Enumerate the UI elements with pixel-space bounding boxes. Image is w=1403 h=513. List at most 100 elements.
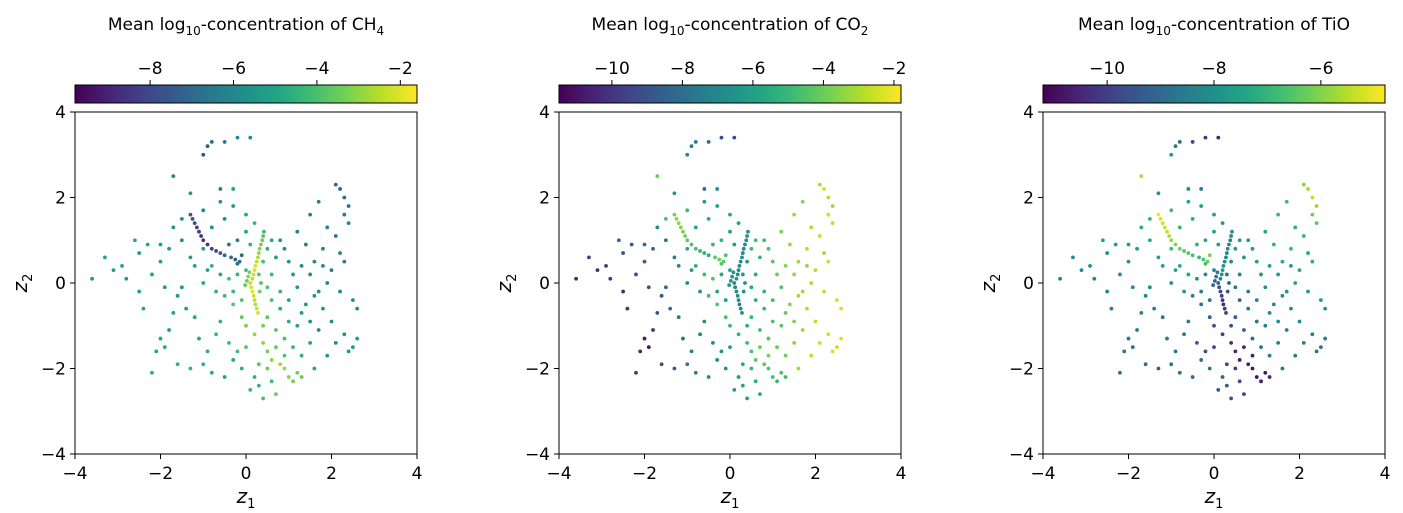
data-point	[738, 259, 743, 264]
data-point	[702, 199, 707, 204]
data-point	[1242, 328, 1246, 332]
data-point	[269, 272, 274, 277]
data-point	[231, 187, 236, 191]
data-point	[222, 253, 227, 258]
data-point	[278, 306, 283, 311]
data-point	[834, 298, 839, 302]
data-point	[209, 140, 214, 144]
data-point	[1310, 259, 1315, 264]
panel-1: Mean log10-concentration of CH4 −8 −6 −4 −2 −…	[8, 15, 422, 512]
data-point	[1197, 255, 1201, 260]
data-point	[1079, 268, 1084, 273]
data-point	[655, 225, 660, 230]
data-point	[693, 264, 698, 268]
data-point	[295, 285, 300, 290]
data-point	[1165, 229, 1169, 234]
data-point	[1216, 281, 1221, 285]
data-point	[167, 328, 171, 332]
data-point	[792, 212, 797, 217]
data-point	[261, 323, 265, 328]
data-point	[1237, 298, 1242, 302]
data-point	[693, 246, 698, 251]
data-point	[672, 255, 677, 260]
data-point	[192, 264, 197, 268]
data-point	[1160, 264, 1165, 268]
data-point	[1224, 383, 1229, 388]
data-point	[286, 259, 291, 264]
data-point	[312, 293, 317, 298]
data-point	[1220, 298, 1225, 302]
data-point	[698, 332, 702, 337]
data-point	[1113, 242, 1118, 247]
y-tick-label: 0	[55, 274, 66, 294]
data-point	[642, 336, 647, 341]
data-point	[355, 306, 360, 311]
data-point	[728, 268, 732, 273]
data-point	[1297, 268, 1302, 273]
y-tick-label: 4	[539, 103, 550, 123]
data-point	[737, 302, 742, 307]
data-point	[1177, 370, 1182, 375]
data-point	[736, 268, 741, 273]
data-point	[1314, 221, 1319, 226]
data-point	[260, 238, 265, 243]
data-point	[218, 251, 223, 255]
data-point	[706, 293, 711, 298]
data-point	[1306, 289, 1310, 294]
data-point	[261, 234, 265, 238]
data-point	[629, 242, 634, 247]
data-point	[346, 349, 351, 354]
data-point	[775, 272, 779, 277]
data-point	[333, 182, 338, 187]
data-point	[1233, 285, 1238, 290]
data-point	[1233, 349, 1238, 354]
data-point	[252, 332, 257, 337]
data-point	[252, 375, 257, 379]
data-point	[1203, 349, 1208, 354]
colorbar-tick-label: −8	[138, 59, 163, 79]
data-point	[1058, 276, 1062, 281]
x-tick-label: −4	[1030, 464, 1055, 484]
colorbar	[74, 84, 418, 104]
data-point	[201, 152, 206, 157]
data-point	[830, 204, 835, 208]
data-point	[295, 323, 300, 328]
data-point	[299, 353, 304, 358]
data-point	[826, 332, 831, 337]
data-point	[218, 319, 223, 324]
data-point	[205, 242, 210, 247]
data-point	[316, 199, 321, 204]
data-point	[830, 349, 835, 354]
data-point	[312, 366, 317, 371]
data-point	[1220, 332, 1225, 337]
data-point	[179, 285, 184, 290]
data-point	[201, 246, 206, 251]
data-point	[205, 144, 210, 149]
data-point	[250, 276, 255, 281]
data-point	[1173, 144, 1178, 149]
data-point	[197, 229, 201, 234]
data-point	[685, 362, 690, 367]
data-point	[698, 289, 702, 294]
data-point	[779, 285, 784, 290]
data-point	[338, 187, 342, 191]
data-point	[257, 246, 262, 251]
data-point	[1139, 311, 1144, 315]
data-point	[717, 257, 722, 262]
data-point	[1263, 229, 1268, 234]
data-point	[685, 281, 690, 285]
data-point	[775, 345, 779, 350]
x-axis-label: z1	[1204, 484, 1224, 512]
data-point	[758, 392, 762, 397]
data-point	[1160, 315, 1165, 320]
colorbar-tick-label: −8	[670, 59, 695, 79]
data-point	[728, 345, 732, 350]
data-point	[1263, 285, 1268, 290]
data-point	[734, 276, 739, 281]
data-point	[1195, 276, 1199, 281]
data-point	[1220, 268, 1225, 273]
data-point	[758, 255, 762, 260]
x-tick-label: −2	[1116, 464, 1141, 484]
data-point	[235, 349, 240, 354]
data-point	[333, 340, 338, 345]
